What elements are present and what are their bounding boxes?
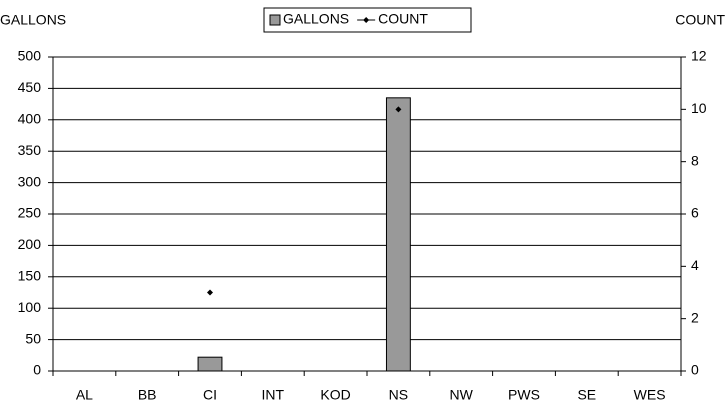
point: [395, 106, 402, 113]
y-tick-label: 0: [33, 362, 41, 378]
bar: [385, 97, 411, 372]
x-tick-label: INT: [262, 387, 285, 403]
y-tick-label: 350: [18, 142, 42, 158]
x-tick-label: PWS: [508, 387, 540, 403]
x-tick-label: NW: [450, 387, 474, 403]
y2-tick-label: 0: [691, 362, 699, 378]
y2-tick-label: 8: [691, 152, 699, 168]
x-tick-label: BB: [138, 387, 157, 403]
x-tick-label: CI: [203, 387, 217, 403]
y2-tick-label: 4: [691, 257, 699, 273]
y-tick-label: 250: [18, 205, 42, 221]
legend-swatch: [269, 14, 281, 26]
y-tick-label: 50: [25, 330, 41, 346]
y-axis-title: GALLONS: [0, 12, 66, 28]
y-tick-label: 100: [18, 299, 42, 315]
x-tick-label: AL: [76, 387, 93, 403]
y-tick-label: 150: [18, 268, 42, 284]
bar: [197, 356, 223, 372]
y-tick-label: 500: [18, 48, 42, 64]
legend-label: COUNT: [378, 11, 428, 27]
point: [207, 289, 213, 296]
y-tick-label: 200: [18, 236, 42, 252]
y2-tick-label: 2: [691, 309, 699, 325]
y2-tick-label: 10: [691, 100, 707, 116]
y2-tick-label: 6: [691, 205, 699, 221]
legend-label: GALLONS: [283, 11, 349, 27]
x-tick-label: SE: [577, 387, 596, 403]
x-tick-label: KOD: [320, 387, 350, 403]
x-tick-label: NS: [389, 387, 408, 403]
y-tick-label: 450: [18, 79, 42, 95]
y2-tick-label: 12: [691, 48, 707, 64]
y-tick-label: 400: [18, 111, 42, 127]
y2-axis-title: COUNT: [675, 12, 725, 28]
y-tick-label: 300: [18, 173, 42, 189]
x-tick-label: WES: [634, 387, 666, 403]
legend-marker: [363, 17, 370, 23]
